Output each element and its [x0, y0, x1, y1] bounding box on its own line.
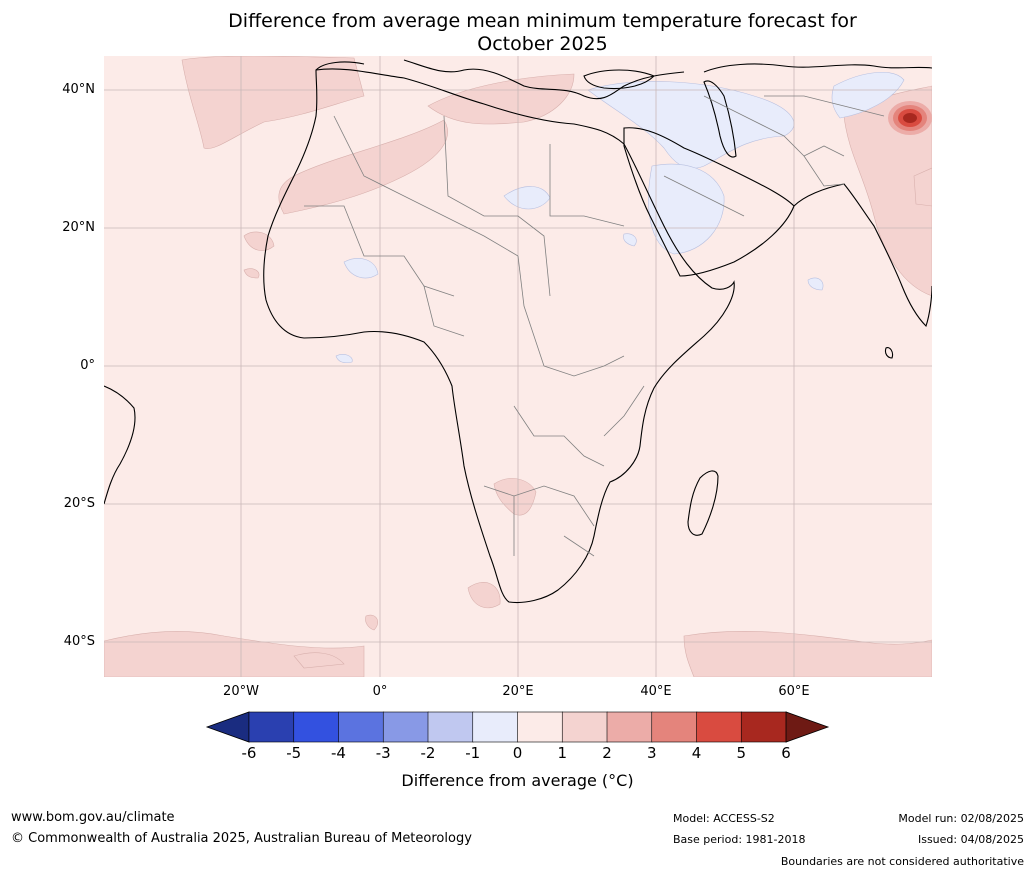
- hot-spot: [888, 101, 932, 135]
- lat-label-0: 0°: [80, 358, 95, 373]
- colorbar-bin: [472, 711, 519, 743]
- issued-date: Issued: 04/08/2025: [917, 833, 1024, 846]
- title-line-2: October 2025: [477, 33, 608, 55]
- coastlines: [104, 59, 932, 604]
- country-borders: [304, 95, 885, 557]
- colorbar-tick-label: 1: [557, 744, 568, 762]
- colorbar-tick-label: -1: [465, 744, 481, 762]
- colorbar-tick-label: -4: [331, 744, 346, 762]
- lon-label-20w: 20°W: [223, 684, 259, 699]
- colorbar-tick-label: -6: [241, 744, 257, 762]
- title-line-1: Difference from average mean minimum tem…: [228, 10, 857, 32]
- lat-label-20n: 20°N: [62, 220, 95, 235]
- lat-label-40s: 40°S: [63, 634, 95, 649]
- model-name: Model: ACCESS-S2: [673, 812, 775, 825]
- colorbar-bin: [382, 711, 429, 743]
- colorbar-bin: [338, 711, 385, 743]
- colorbar-tick-label: 2: [602, 744, 612, 762]
- chart-title: Difference from average mean minimum tem…: [90, 10, 995, 56]
- colorbar-tick-label: 5: [736, 744, 747, 762]
- lon-label-40e: 40°E: [640, 684, 672, 699]
- forecast-map: [104, 56, 932, 677]
- lon-label-0: 0°: [372, 684, 388, 699]
- lon-label-20e: 20°E: [502, 684, 534, 699]
- colorbar-tick-label: 0: [512, 744, 523, 762]
- colorbar-bin: [740, 711, 787, 743]
- colorbar-label: Difference from average (°C): [401, 771, 634, 790]
- colorbar-bin: [248, 711, 295, 743]
- colorbar-tick-label: -5: [286, 744, 302, 762]
- colorbar-bin: [696, 711, 743, 743]
- colorbar-bin: [561, 711, 608, 743]
- lat-label-20s: 20°S: [63, 496, 95, 511]
- warm-anomaly-patches: [104, 56, 932, 677]
- colorbar-tick-label: 4: [691, 744, 702, 762]
- colorbar-svg: [205, 711, 830, 743]
- website-link[interactable]: www.bom.gov.au/climate: [11, 810, 175, 825]
- colorbar-tick-label: -3: [375, 744, 391, 762]
- copyright-text: © Commonwealth of Australia 2025, Austra…: [11, 831, 472, 846]
- lat-label-40n: 40°N: [62, 82, 95, 97]
- colorbar-extend-low: [205, 711, 250, 743]
- colorbar-bin: [651, 711, 698, 743]
- model-run-date: Model run: 02/08/2025: [898, 812, 1024, 825]
- colorbar-tick-label: -2: [420, 744, 436, 762]
- colorbar-bin: [427, 711, 474, 743]
- colorbar-tick-label: 6: [781, 744, 791, 762]
- colorbar-bin: [517, 711, 564, 743]
- map-canvas: [104, 56, 932, 677]
- graticule: [104, 56, 932, 677]
- colorbar-tick-label: 3: [646, 744, 657, 762]
- lon-label-60e: 60°E: [778, 684, 810, 699]
- boundaries-disclaimer: Boundaries are not considered authoritat…: [780, 855, 1024, 868]
- colorbar: [205, 710, 830, 746]
- base-period: Base period: 1981-2018: [673, 833, 806, 846]
- colorbar-extend-high: [785, 711, 830, 743]
- colorbar-bin: [293, 711, 340, 743]
- colorbar-bin: [606, 711, 653, 743]
